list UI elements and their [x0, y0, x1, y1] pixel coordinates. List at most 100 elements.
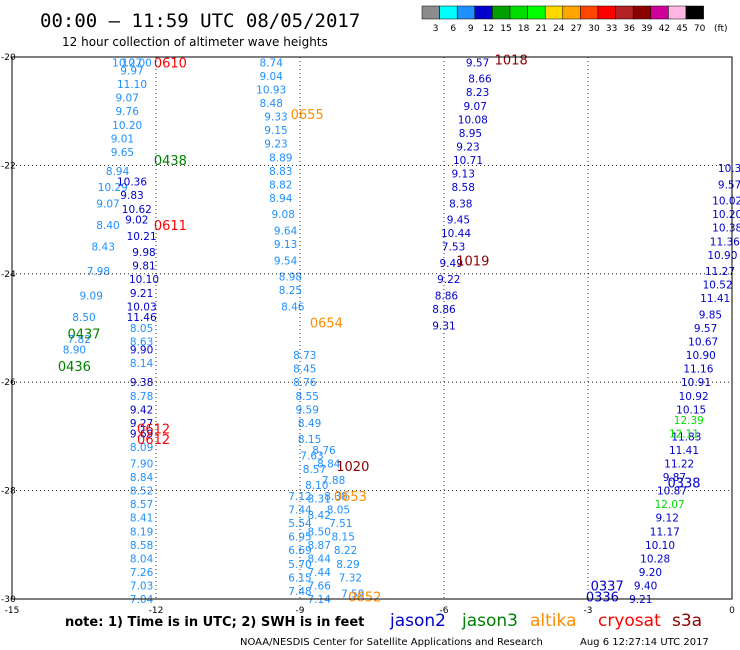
pass-number-label: 0437	[67, 327, 100, 342]
wave-height-value: 8.44	[308, 553, 332, 565]
wave-height-value: 8.84	[317, 459, 341, 471]
wave-height-value: 8.22	[334, 545, 357, 557]
wave-height-value: 9.57	[694, 323, 717, 335]
wave-height-value: 9.02	[125, 215, 148, 227]
wave-height-value: 7.82	[68, 334, 91, 346]
wave-height-value: 8.46	[281, 301, 305, 313]
wave-height-value: 8.15	[332, 532, 355, 544]
wave-height-value: 9.31	[432, 320, 455, 332]
colorbar-tick-label: 15	[500, 24, 511, 34]
pass-number-label: 0611	[154, 219, 187, 234]
wave-height-value: 11.16	[683, 364, 713, 376]
wave-height-value: 7.90	[130, 459, 153, 471]
wave-height-value: 7.98	[87, 266, 110, 278]
wave-height-value: 8.58	[452, 182, 475, 194]
wave-height-value: 9.38	[130, 377, 153, 389]
plot-area: 10.2710.009.9711.109.079.7610.209.019.65…	[58, 54, 740, 606]
wave-height-value: 9.23	[264, 139, 287, 151]
wave-height-value: 8.89	[269, 152, 292, 164]
legend-label-altika: altika	[530, 611, 577, 631]
wave-height-value: 8.15	[298, 434, 321, 446]
wave-height-value: 10.20	[712, 209, 740, 221]
wave-height-value: 9.45	[447, 215, 470, 227]
pass-number-label: 1020	[336, 460, 369, 475]
wave-height-value: 10.00	[122, 57, 152, 69]
wave-height-value: 9.07	[464, 101, 487, 113]
wave-height-value: 9.87	[663, 472, 686, 484]
wave-height-value: 10.91	[681, 377, 711, 389]
wave-height-value: 8.14	[130, 358, 154, 370]
wave-height-value: 8.52	[130, 486, 153, 498]
wave-height-value: 11.41	[700, 293, 730, 305]
colorbar-tick-label: 12	[483, 24, 494, 34]
colorbar-tick-label: 36	[623, 24, 635, 34]
wave-height-value: 8.66	[468, 74, 492, 86]
wave-height-value: 8.87	[308, 540, 331, 552]
colorbar-unit-label: (ft)	[714, 24, 728, 34]
wave-height-value: 9.21	[629, 594, 652, 606]
wave-height-value: 7.04	[130, 594, 154, 606]
wave-height-value: 9.07	[96, 198, 119, 210]
colorbar-swatch	[509, 5, 528, 20]
wave-height-value: 8.29	[336, 559, 359, 571]
pass-number-label: 0653	[334, 490, 367, 505]
wave-height-value: 8.78	[130, 391, 153, 403]
wave-height-value: 9.76	[116, 106, 140, 118]
wave-height-value: 7.66	[308, 580, 332, 592]
wave-height-value: 9.85	[699, 309, 722, 321]
wave-height-value: 6.15	[288, 572, 311, 584]
wave-height-value: 10.10	[645, 540, 675, 552]
wave-height-value: 8.76	[293, 377, 317, 389]
wave-height-value: 9.40	[634, 580, 657, 592]
wave-height-value: 10.93	[256, 85, 286, 97]
pass-number-label: 1018	[495, 54, 528, 69]
wave-height-value: 9.27	[130, 418, 153, 430]
wave-height-value: 8.94	[269, 193, 293, 205]
colorbar-swatch	[562, 5, 581, 20]
colorbar-swatch	[492, 5, 511, 20]
wave-height-value: 8.43	[92, 242, 115, 254]
wave-height-value: 8.05	[327, 505, 350, 517]
x-tick-label: -12	[149, 606, 164, 616]
y-tick-label: -26	[1, 378, 16, 388]
wave-height-value: 9.07	[116, 93, 139, 105]
wave-height-value: 9.98	[132, 247, 155, 259]
colorbar-tick-label: 30	[588, 24, 600, 34]
wave-height-value: 11.27	[705, 266, 735, 278]
colorbar-swatch	[632, 5, 652, 20]
wave-height-value: 9.13	[452, 169, 475, 181]
wave-height-value: 11.10	[117, 79, 147, 91]
colorbar-swatch	[456, 5, 476, 20]
note-text: note: 1) Time is in UTC; 2) SWH is in fe…	[65, 615, 364, 630]
wave-height-value: 8.10	[305, 480, 328, 492]
wave-height-value: 10.15	[676, 404, 706, 416]
colorbar-tick-label: 3	[433, 24, 439, 34]
colorbar-swatch	[597, 5, 616, 20]
wave-height-value: 8.57	[130, 499, 153, 511]
wave-height-value: 7.26	[130, 567, 154, 579]
wave-height-value: 9.15	[264, 125, 287, 137]
colorbar-swatch	[668, 5, 687, 20]
pass-number-label: 0336	[586, 590, 619, 605]
wave-height-value: 9.90	[130, 345, 153, 357]
wave-height-value: 7.44	[308, 567, 332, 579]
wave-height-value: 8.94	[106, 166, 130, 178]
colorbar-swatch	[685, 5, 704, 20]
wave-height-value: 8.57	[303, 464, 326, 476]
timestamp-text: Aug 6 12:27:14 UTC 2017	[580, 637, 709, 648]
wave-height-value: 8.50	[72, 312, 95, 324]
wave-height-value: 12.39	[674, 415, 704, 427]
wave-height-value: 11.22	[664, 459, 694, 471]
wave-height-value: 8.40	[96, 220, 119, 232]
wave-height-value: 8.49	[298, 418, 321, 430]
wave-height-value: 10.02	[712, 196, 740, 208]
wave-height-value: 9.13	[274, 239, 297, 251]
wave-height-value: 9.64	[274, 225, 298, 237]
wave-height-value: 11.46	[127, 312, 157, 324]
wave-height-value: 9.20	[639, 567, 662, 579]
pass-number-label: 0337	[591, 579, 624, 594]
colorbar-tick-label: 6	[450, 24, 456, 34]
pass-number-label: 0652	[348, 590, 381, 605]
wave-height-value: 8.19	[130, 526, 153, 538]
